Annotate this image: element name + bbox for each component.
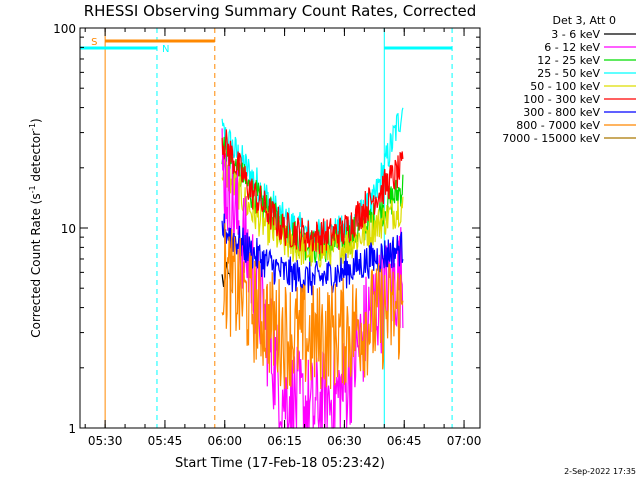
date-stamp: 2-Sep-2022 17:35 [564,467,636,476]
series-line-5 [221,129,404,254]
plot-area: SN [79,28,453,429]
y-tick-label-0: 1 [68,422,76,436]
x-tick-label-6: 07:00 [447,434,482,448]
legend-label-3: 25 - 50 keV [537,67,600,80]
x-tick-label-3: 06:15 [267,434,302,448]
legend-label-8: 7000 - 15000 keV [502,132,600,145]
legend-label-6: 300 - 800 keV [523,106,600,119]
legend-label-4: 50 - 100 keV [530,80,600,93]
chart-title: RHESSI Observing Summary Count Rates, Co… [84,2,477,20]
series-line-4 [221,159,404,268]
night-flag-label: N [162,44,169,55]
x-axis-label: Start Time (17-Feb-18 05:23:42) [175,456,385,471]
axes: 1 10 100 05:30 05:45 06:00 06:15 06:30 06:45 07:0… [53,22,481,448]
y-axis-label-mid: detector [29,131,43,186]
svg-text:Corrected Count Rate (s-1 dete: Corrected Count Rate (s-1 detector-1) [28,118,43,337]
saa-flag-label: S [91,37,97,48]
y-tick-label-1: 10 [61,222,76,236]
series-line-6 [221,213,404,296]
legend-label-7: 800 - 7000 keV [516,119,600,132]
x-tick-label-5: 06:45 [387,434,422,448]
x-tick-label-0: 05:30 [88,434,123,448]
y-axis-label-sup1: -1 [28,185,37,193]
legend-header: Det 3, Att 0 [553,14,617,27]
y-axis-label: Corrected Count Rate (s-1 detector-1) [28,118,43,337]
y-axis-label-sup2: -1 [28,123,37,131]
series-line-7 [221,223,404,390]
legend-label-2: 12 - 25 keV [537,54,600,67]
x-tick-label-2: 06:00 [207,434,242,448]
x-tick-label-4: 06:30 [327,434,362,448]
y-axis-label-main: Corrected Count Rate (s [29,193,43,337]
legend-label-5: 100 - 300 keV [523,93,600,106]
legend-label-1: 6 - 12 keV [544,41,600,54]
x-tick-label-1: 05:45 [148,434,183,448]
legend-label-0: 3 - 6 keV [551,28,600,41]
y-axis-label-end: ) [29,118,43,123]
y-tick-label-2: 100 [53,22,76,36]
